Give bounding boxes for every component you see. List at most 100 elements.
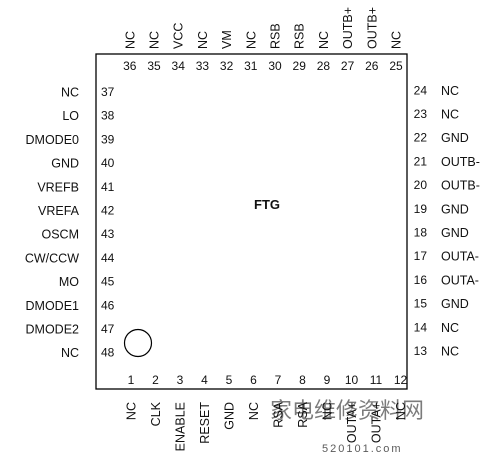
pin-number: 10 xyxy=(345,373,359,387)
pin-name: NC xyxy=(441,321,459,335)
pin-number: 3 xyxy=(177,373,184,387)
pin-name: ENABLE xyxy=(174,402,188,451)
pin-number: 6 xyxy=(250,373,257,387)
pin-number: 26 xyxy=(365,59,379,73)
watermark-text: 家电维修资料网 xyxy=(270,398,424,423)
pin-name: OUTA- xyxy=(441,273,479,287)
pin-number: 43 xyxy=(101,227,115,241)
pin-number: 33 xyxy=(196,59,210,73)
pin-name: RESET xyxy=(198,402,212,444)
pin-name: NC xyxy=(390,31,404,49)
pin-number: 19 xyxy=(414,202,428,216)
pin-number: 42 xyxy=(101,204,115,218)
pin-name: DMODE1 xyxy=(26,299,80,313)
pin-name: NC xyxy=(148,31,162,49)
pin-name: RSA xyxy=(296,401,310,427)
pin-number: 46 xyxy=(101,298,115,312)
pin-number: 32 xyxy=(220,59,234,73)
pin-name: NC xyxy=(317,31,331,49)
pin-name: DMODE0 xyxy=(26,133,80,147)
pin-number: 34 xyxy=(172,59,186,73)
pin-name: GND xyxy=(441,297,469,311)
pin-name: OUTB- xyxy=(441,155,480,169)
pin-number: 45 xyxy=(101,275,115,289)
pin-name: NC xyxy=(247,402,261,420)
pin-name: VREFA xyxy=(38,204,80,218)
pin-number: 24 xyxy=(414,83,428,97)
pin-name: RSA xyxy=(272,401,286,427)
chip-body xyxy=(95,53,408,390)
pin-name: OUTB- xyxy=(441,179,480,193)
pin-number: 15 xyxy=(414,297,428,311)
pin-name: NC xyxy=(196,31,210,49)
pin-number: 9 xyxy=(324,373,331,387)
pin-number: 12 xyxy=(394,373,408,387)
pin-name: CLK xyxy=(149,401,163,426)
pin-number: 17 xyxy=(414,249,428,263)
pin-number: 11 xyxy=(370,373,383,387)
pin-number: 27 xyxy=(341,59,355,73)
pin-name: VM xyxy=(220,30,234,49)
pin-name: NC xyxy=(441,84,459,98)
pin-name: RSB xyxy=(293,23,307,49)
pin-number: 13 xyxy=(414,344,428,358)
pin1-marker xyxy=(123,328,153,358)
pin-name: OUTB+ xyxy=(365,7,379,49)
pin-name: RSB xyxy=(269,23,283,49)
pin-number: 29 xyxy=(293,59,307,73)
pin-name: OSCM xyxy=(42,228,80,242)
pins-bottom: 1 NC 2 CLK 3 ENABLE 4 RESET 5 GND 6 NC 7 RSA 8 RSA 9 NC 10… xyxy=(125,373,409,451)
pin-number: 47 xyxy=(101,322,115,336)
pin-number: 38 xyxy=(101,109,115,123)
pin-number: 39 xyxy=(101,132,115,146)
pins-right: 13 NC 14 NC 15 GND 16 OUTA- 17 OUTA- 18 GND 19 GND 20 O… xyxy=(414,83,480,358)
watermark-url: 520101.com xyxy=(322,443,403,455)
pin-name: MO xyxy=(59,275,79,289)
pin-number: 16 xyxy=(414,273,428,287)
pin-name: NC xyxy=(61,86,79,100)
pin-number: 7 xyxy=(275,373,282,387)
pin-number: 21 xyxy=(414,154,428,168)
pin-number: 4 xyxy=(201,373,208,387)
pin-number: 31 xyxy=(244,59,258,73)
pin-name: VREFB xyxy=(37,180,79,194)
pin-name: GND xyxy=(441,131,469,145)
pin-name: VCC xyxy=(172,23,186,49)
pin-number: 23 xyxy=(414,107,428,121)
pin-name: NC xyxy=(125,402,139,420)
pin-number: 22 xyxy=(414,131,428,145)
pin-name: NC xyxy=(441,108,459,122)
pin-number: 25 xyxy=(389,59,403,73)
pin-number: 1 xyxy=(128,373,135,387)
pin-name: NC xyxy=(244,31,258,49)
pins-left: 37 NC 38 LO 39 DMODE0 40 GND 41 VREFB 42 VREFA 43 OSC… xyxy=(25,85,115,360)
pin-name: CW/CCW xyxy=(25,251,79,265)
pin-number: 18 xyxy=(414,226,428,240)
pin-name: NC xyxy=(123,31,137,49)
pin-number: 37 xyxy=(101,85,115,99)
pin-name: NC xyxy=(394,402,408,420)
pin-number: 35 xyxy=(147,59,161,73)
pin-number: 48 xyxy=(101,346,115,360)
pin-name: OUTB+ xyxy=(341,7,355,49)
chip-label: FTG xyxy=(254,197,280,212)
pin-name: OUTA+ xyxy=(345,402,359,443)
pin-number: 2 xyxy=(152,373,159,387)
pin-name: OUTA- xyxy=(441,250,479,264)
pin-number: 28 xyxy=(317,59,331,73)
pin-name: GND xyxy=(51,157,79,171)
pin-number: 5 xyxy=(226,373,233,387)
pin-number: 36 xyxy=(123,59,137,73)
pin-name: LO xyxy=(62,109,79,123)
pin-name: NC xyxy=(61,346,79,360)
pin-number: 44 xyxy=(101,251,115,265)
pin-number: 30 xyxy=(268,59,282,73)
pin-number: 40 xyxy=(101,156,115,170)
pins-top: 25 NC 26 OUTB+ 27 OUTB+ 28 NC 29 RSB 30 RSB 31 NC 32 VM… xyxy=(123,7,403,73)
pin-number: 20 xyxy=(414,178,428,192)
pin-number: 8 xyxy=(299,373,306,387)
pin-number: 41 xyxy=(101,180,115,194)
pin-name: NC xyxy=(441,345,459,359)
pin-name: NC xyxy=(321,402,335,420)
